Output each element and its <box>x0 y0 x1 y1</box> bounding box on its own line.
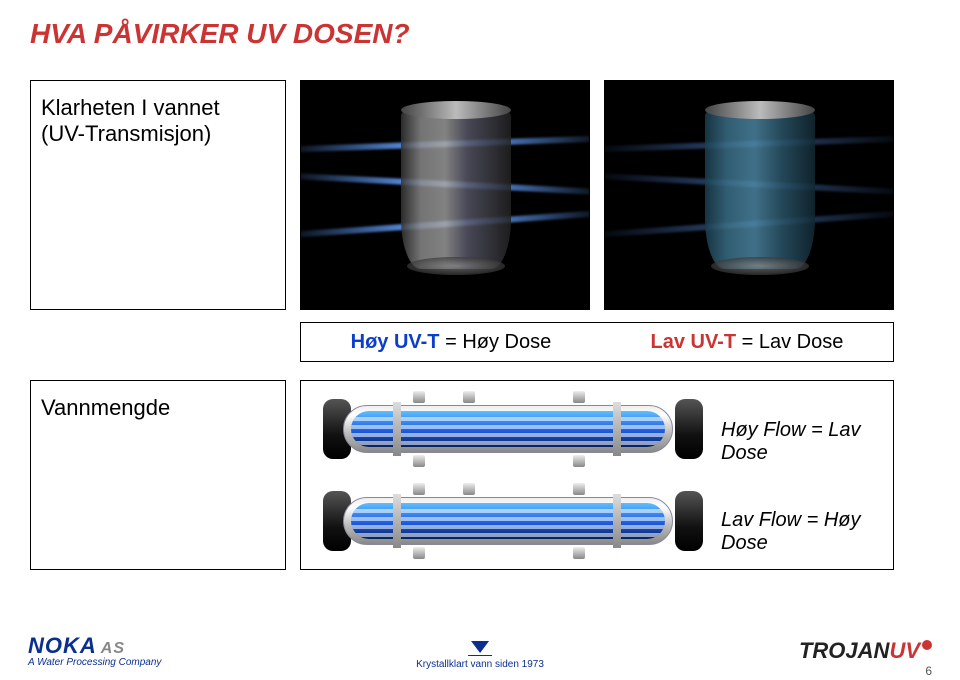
trojan-name: TROJAN <box>799 638 889 663</box>
label-lav-uvt-post: = Lav Dose <box>736 331 843 353</box>
slide-footer: NOKAAS A Water Processing Company Krysta… <box>0 620 960 680</box>
divider-icon <box>468 655 492 656</box>
trojan-logo: TROJANUV <box>799 638 932 664</box>
label-hoy-uvt-post: = Høy Dose <box>440 331 552 353</box>
noka-logo: NOKAAS A Water Processing Company <box>28 633 161 668</box>
glass-turbid-icon <box>705 101 815 281</box>
klarhet-line1: Klarheten I vannet <box>41 95 275 121</box>
uv-reactor-high-flow-icon <box>323 399 693 459</box>
trojan-uv: UV <box>889 638 920 663</box>
footer-tagline-wrap: Krystallklart vann siden 1973 <box>416 641 544 670</box>
label-hoy-flow: Høy Flow = Lav Dose <box>721 419 893 465</box>
panel-glass-turbid <box>604 80 894 310</box>
glass-clear-icon <box>401 101 511 281</box>
noka-as: AS <box>101 640 125 657</box>
panel-flow: Høy Flow = Lav Dose Lav Flow = Høy Dose <box>300 380 894 570</box>
label-hoy-uvt-pre: Høy UV-T <box>351 331 440 353</box>
panel-vannmengde: Vannmengde <box>30 380 286 570</box>
dot-icon <box>922 640 932 650</box>
label-hoy-flow-pre: Høy Flow <box>721 419 811 441</box>
slide-title: HVA PÅVIRKER UV DOSEN? <box>30 18 410 50</box>
footer-tagline: Krystallklart vann siden 1973 <box>416 659 544 670</box>
label-hoy-uvt: Høy UV-T = Høy Dose <box>351 331 552 354</box>
noka-subtitle: A Water Processing Company <box>28 657 161 668</box>
noka-name: NOKA <box>28 633 97 658</box>
triangle-down-icon <box>471 641 489 653</box>
label-lav-flow-pre: Lav Flow <box>721 509 807 531</box>
uv-reactor-low-flow-icon <box>323 491 693 551</box>
label-lav-uvt: Lav UV-T = Lav Dose <box>650 331 843 354</box>
page-number: 6 <box>925 664 932 678</box>
panel-klarhet: Klarheten I vannet (UV-Transmisjon) <box>30 80 286 310</box>
label-lav-uvt-pre: Lav UV-T <box>650 331 736 353</box>
vannmengde-label: Vannmengde <box>41 395 275 421</box>
klarhet-line2: (UV-Transmisjon) <box>41 121 275 147</box>
panel-uvt-labels: Høy UV-T = Høy Dose Lav UV-T = Lav Dose <box>300 322 894 362</box>
panel-glass-clear <box>300 80 590 310</box>
label-lav-flow: Lav Flow = Høy Dose <box>721 509 893 555</box>
